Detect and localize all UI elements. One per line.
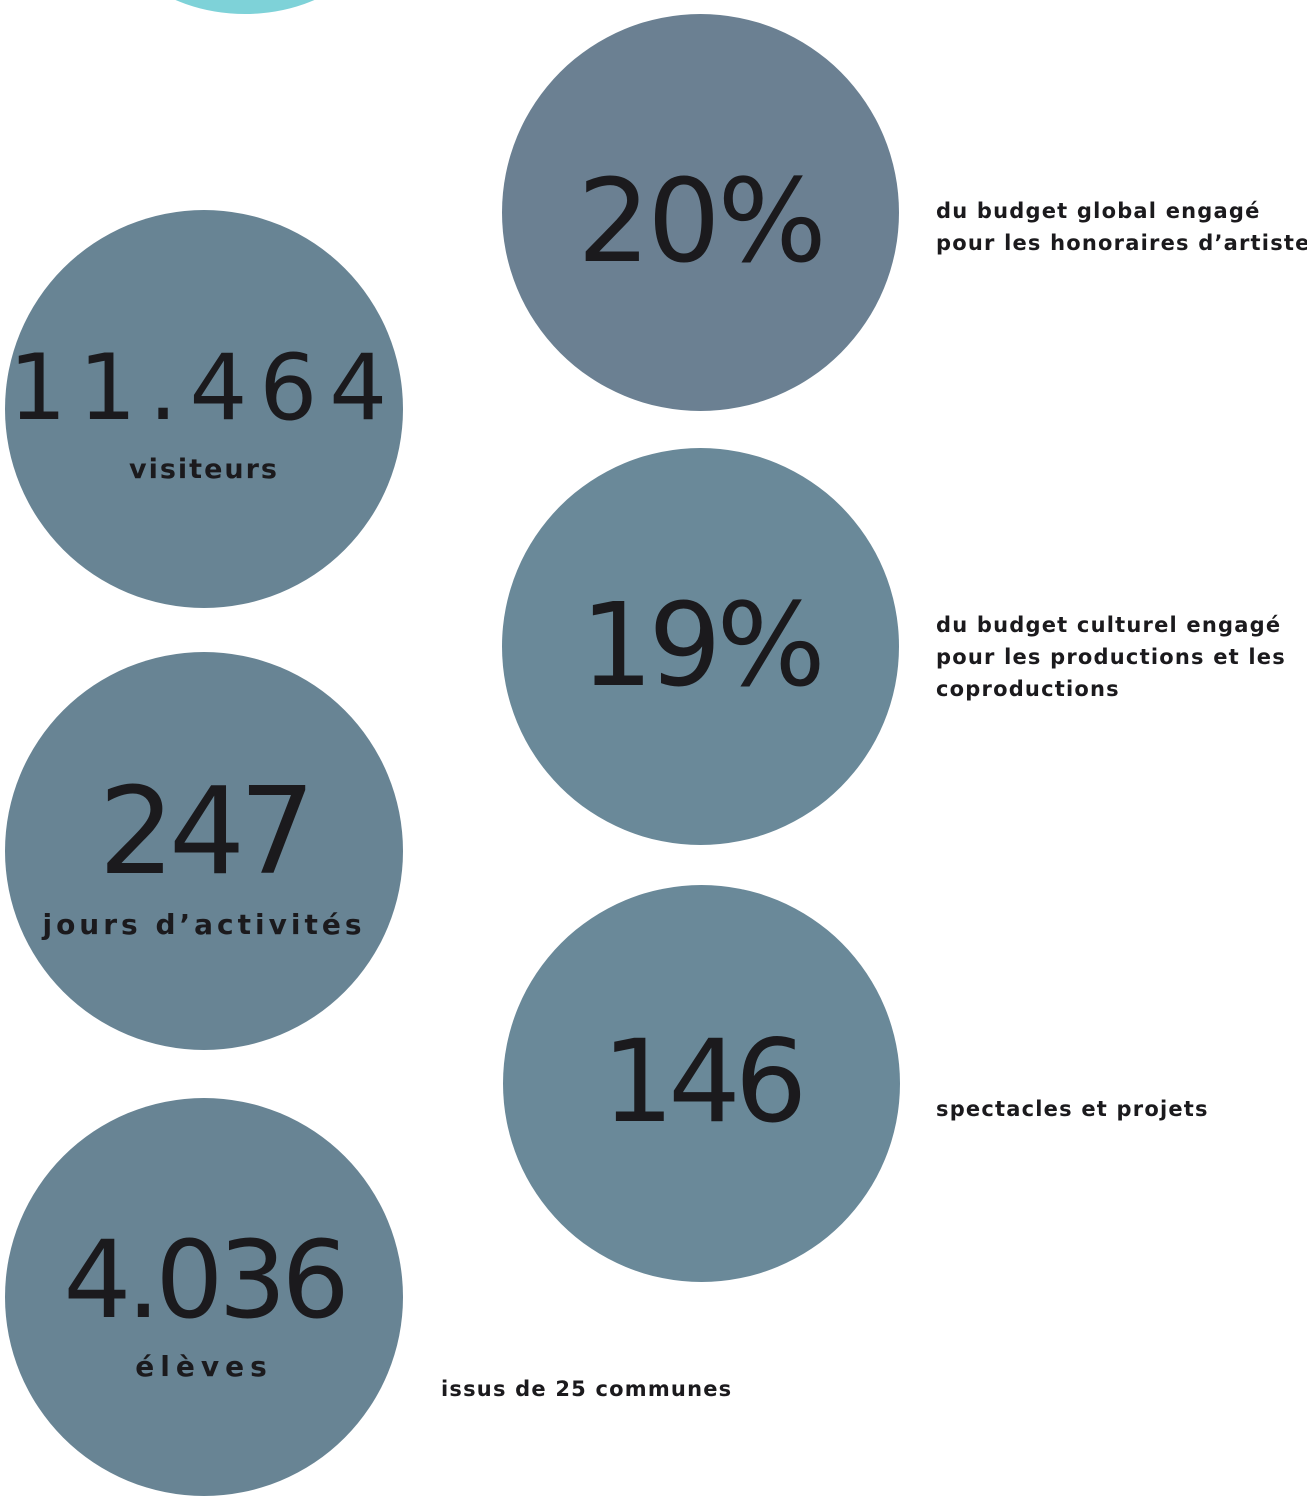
students-count: 4.036	[63, 1218, 349, 1343]
visitors-circle: 11.464 visiteurs	[5, 210, 403, 608]
shows-projects-circle: 146	[503, 885, 900, 1282]
budget-global-description-line-2: pour les honoraires d’artistes	[936, 231, 1307, 255]
budget-culture-description: du budget culturel engagé pour les produ…	[936, 609, 1286, 705]
decorative-top-arc	[90, 0, 400, 14]
budget-culture-circle: 19%	[502, 448, 899, 845]
shows-projects-description-line-1: spectacles et projets	[936, 1097, 1209, 1121]
activity-days-circle: 247 jours d’activités	[5, 652, 403, 1050]
budget-culture-description-line-1: du budget culturel engagé	[936, 613, 1282, 637]
students-label: élèves	[135, 1349, 273, 1383]
activity-days-label: jours d’activités	[42, 908, 366, 941]
budget-global-circle: 20%	[502, 14, 899, 411]
students-circle: 4.036 élèves	[5, 1098, 403, 1496]
students-detail: issus de 25 communes	[441, 1377, 733, 1401]
shows-projects-count: 146	[601, 1014, 808, 1148]
budget-culture-description-line-3: coproductions	[936, 677, 1120, 701]
shows-projects-description: spectacles et projets	[936, 1093, 1209, 1125]
visitors-label: visiteurs	[128, 454, 279, 485]
visitors-count: 11.464	[8, 336, 400, 441]
budget-culture-description-line-2: pour les productions et les	[936, 645, 1286, 669]
budget-global-description-line-1: du budget global engagé	[936, 199, 1261, 223]
budget-global-description: du budget global engagé pour les honorai…	[936, 195, 1307, 259]
activity-days-count: 247	[98, 763, 315, 902]
budget-culture-percentage: 19%	[580, 579, 826, 713]
budget-global-percentage: 20%	[577, 155, 827, 289]
